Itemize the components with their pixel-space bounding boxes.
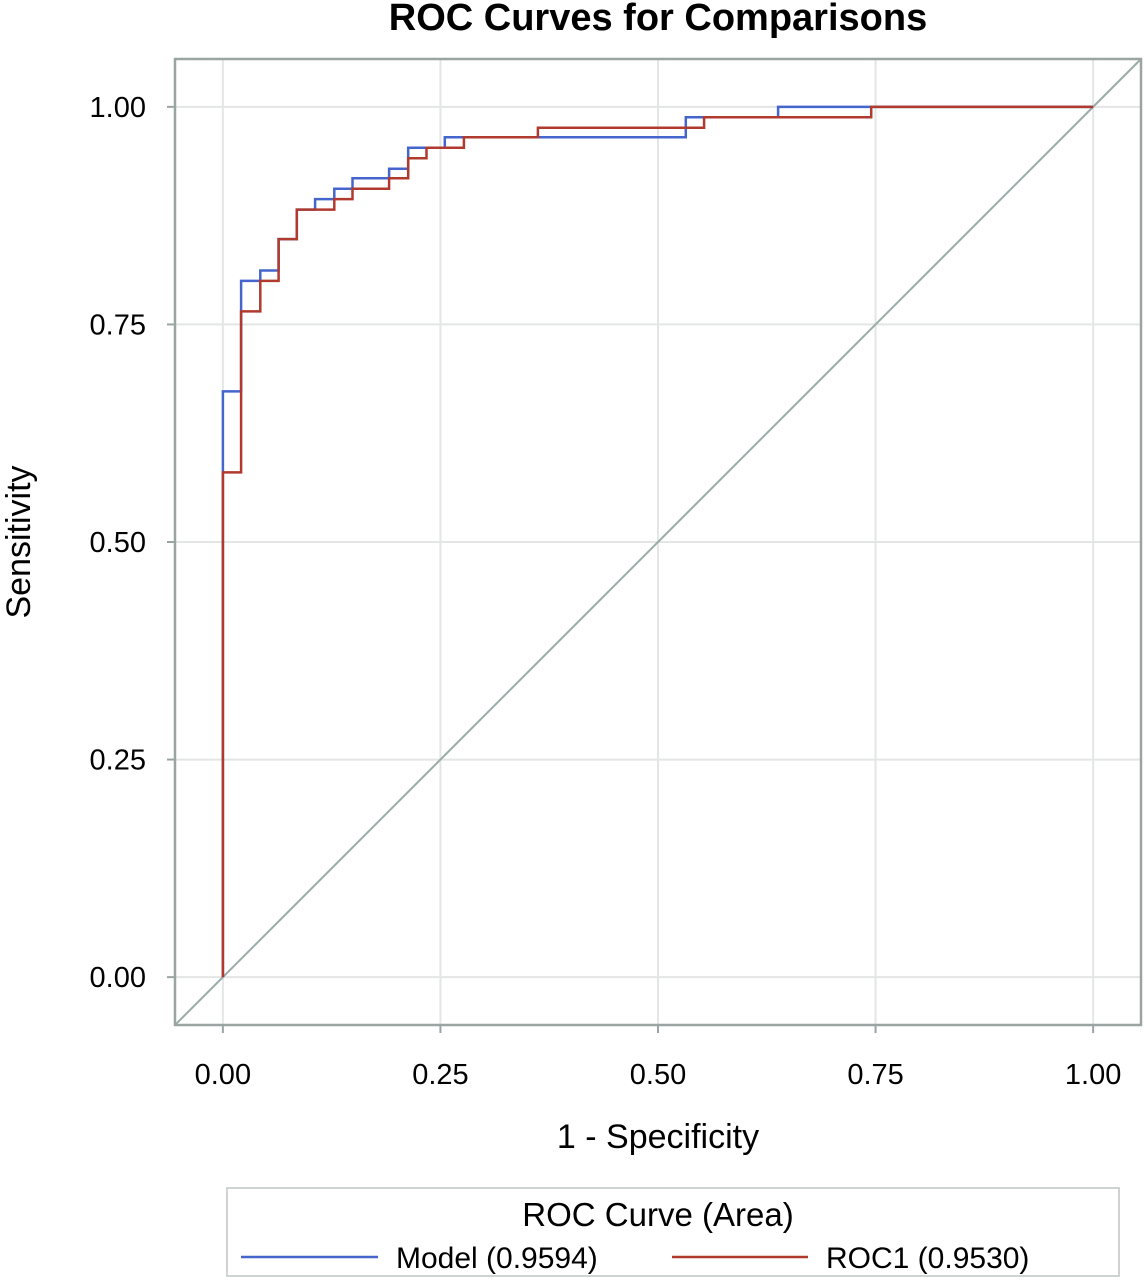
legend: ROC Curve (Area) Model (0.9594) ROC1 (0.9… <box>226 1187 1120 1277</box>
y-tick-label: 0.00 <box>90 962 146 994</box>
y-tick-label: 0.75 <box>90 309 146 341</box>
legend-entries: Model (0.9594) ROC1 (0.9530) <box>241 1242 1029 1275</box>
legend-box <box>226 1187 1120 1277</box>
legend-title: ROC Curve (Area) <box>522 1196 793 1233</box>
x-tick-label: 0.00 <box>195 1059 251 1091</box>
y-tick-label: 1.00 <box>90 92 146 124</box>
reference-diagonal <box>174 58 1142 1026</box>
x-tick-label: 0.75 <box>847 1059 903 1091</box>
x-tick-label: 1.00 <box>1065 1059 1121 1091</box>
legend-entry-roc1: ROC1 (0.9530) <box>672 1242 1029 1275</box>
x-tick-label: 0.25 <box>412 1059 468 1091</box>
chart-title: ROC Curves for Comparisons <box>389 0 927 39</box>
axis-ticks: 0.00 0.25 0.50 0.75 1.00 0.00 0.25 0.50 0.75 1.00 <box>90 92 1122 1091</box>
reference-line <box>174 58 1142 1026</box>
legend-label-roc1: ROC1 (0.9530) <box>826 1242 1029 1275</box>
y-tick-label: 0.50 <box>90 527 146 559</box>
series-line-roc1 <box>221 105 1094 978</box>
legend-entry-model: Model (0.9594) <box>241 1242 598 1275</box>
y-tick-label: 0.25 <box>90 745 146 777</box>
x-tick-label: 0.50 <box>630 1059 686 1091</box>
x-axis-label: 1 - Specificity <box>557 1118 759 1156</box>
series-curves <box>221 105 1094 978</box>
series-line-model <box>221 105 1094 978</box>
legend-label-model: Model (0.9594) <box>396 1242 598 1275</box>
y-axis-label: Sensitivity <box>0 465 38 618</box>
